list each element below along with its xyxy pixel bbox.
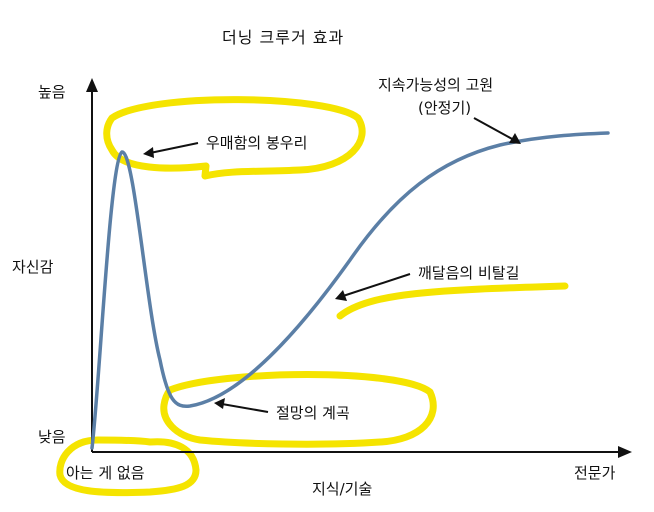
slope-arrow xyxy=(342,273,411,297)
x-axis-high-label: 전문가 xyxy=(574,464,616,482)
valley-highlight xyxy=(160,371,437,448)
slope-highlight xyxy=(336,282,569,320)
annotation-arrows xyxy=(143,117,521,413)
y-axis-high-label: 높음 xyxy=(38,83,66,101)
axes xyxy=(86,78,632,458)
x-axis-low-label: 아는 게 없음 xyxy=(66,464,145,482)
y-axis-arrowhead xyxy=(86,78,98,92)
y-axis-low-label: 낮음 xyxy=(38,428,66,446)
peak-arrow xyxy=(149,142,199,154)
valley-arrowhead xyxy=(214,398,225,409)
confidence-curve xyxy=(90,131,610,450)
plateau-arrowhead xyxy=(509,133,521,144)
valley-arrow xyxy=(221,403,269,413)
x-axis-label: 지식/기술 xyxy=(312,480,372,498)
peak-highlight xyxy=(103,96,366,180)
valley-label: 절망의 계곡 xyxy=(276,404,350,422)
slope-arrowhead xyxy=(335,290,347,301)
highlights xyxy=(56,96,569,497)
plateau-label-line2: (안정기) xyxy=(418,99,471,117)
slope-label: 깨달음의 비탈길 xyxy=(418,264,519,282)
x-axis-arrowhead xyxy=(618,446,632,458)
plateau-label-line1: 지속가능성의 고원 xyxy=(378,76,493,94)
diagram-title: 더닝 크루거 효과 xyxy=(222,28,344,47)
peak-arrowhead xyxy=(143,147,154,158)
y-axis-label: 자신감 xyxy=(12,258,54,276)
no-knowledge-highlight xyxy=(56,436,200,497)
plateau-arrow xyxy=(473,117,515,141)
peak-label: 우매함의 봉우리 xyxy=(206,134,307,152)
